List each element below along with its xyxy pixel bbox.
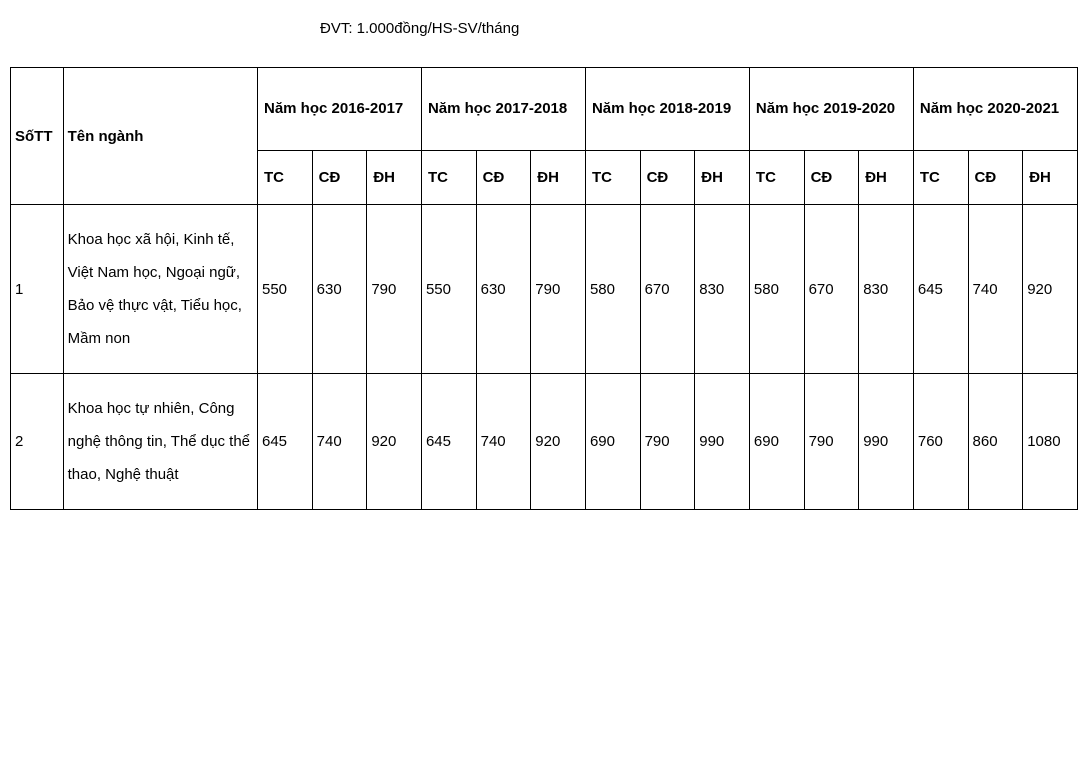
cell-value: 790 — [804, 374, 859, 510]
cell-value: 860 — [968, 374, 1023, 510]
cell-value: 830 — [859, 205, 914, 374]
unit-label: ĐVT: 1.000đồng/HS-SV/tháng — [10, 20, 1078, 37]
cell-value: 790 — [640, 374, 695, 510]
cell-value: 630 — [312, 205, 367, 374]
header-stt: SốTT — [11, 68, 64, 205]
sub-tc: TC — [913, 151, 968, 205]
table-row: 1 Khoa học xã hội, Kinh tế, Việt Nam học… — [11, 205, 1078, 374]
cell-value: 790 — [531, 205, 586, 374]
cell-value: 690 — [749, 374, 804, 510]
sub-cd: CĐ — [312, 151, 367, 205]
cell-value: 645 — [421, 374, 476, 510]
cell-name: Khoa học tự nhiên, Công nghệ thông tin, … — [63, 374, 257, 510]
sub-dh: ĐH — [859, 151, 914, 205]
sub-cd: CĐ — [476, 151, 531, 205]
cell-value: 580 — [749, 205, 804, 374]
cell-value: 760 — [913, 374, 968, 510]
table-row: 2 Khoa học tự nhiên, Công nghệ thông tin… — [11, 374, 1078, 510]
cell-value: 740 — [312, 374, 367, 510]
header-year-2: Năm học 2018-2019 — [585, 68, 749, 151]
cell-stt: 1 — [11, 205, 64, 374]
cell-value: 990 — [695, 374, 750, 510]
header-year-1: Năm học 2017-2018 — [421, 68, 585, 151]
sub-tc: TC — [421, 151, 476, 205]
cell-value: 830 — [695, 205, 750, 374]
sub-dh: ĐH — [367, 151, 422, 205]
header-year-4: Năm học 2020-2021 — [913, 68, 1077, 151]
sub-tc: TC — [585, 151, 640, 205]
cell-value: 645 — [258, 374, 313, 510]
tuition-table: SốTT Tên ngành Năm học 2016-2017 Năm học… — [10, 67, 1078, 510]
cell-value: 920 — [1023, 205, 1078, 374]
cell-value: 990 — [859, 374, 914, 510]
sub-cd: CĐ — [804, 151, 859, 205]
sub-tc: TC — [258, 151, 313, 205]
cell-value: 740 — [476, 374, 531, 510]
sub-dh: ĐH — [695, 151, 750, 205]
cell-value: 670 — [804, 205, 859, 374]
cell-value: 645 — [913, 205, 968, 374]
sub-dh: ĐH — [1023, 151, 1078, 205]
header-year-3: Năm học 2019-2020 — [749, 68, 913, 151]
cell-value: 690 — [585, 374, 640, 510]
cell-value: 580 — [585, 205, 640, 374]
cell-value: 630 — [476, 205, 531, 374]
cell-value: 670 — [640, 205, 695, 374]
cell-value: 1080 — [1023, 374, 1078, 510]
header-name: Tên ngành — [63, 68, 257, 205]
cell-value: 550 — [258, 205, 313, 374]
sub-cd: CĐ — [640, 151, 695, 205]
sub-cd: CĐ — [968, 151, 1023, 205]
sub-tc: TC — [749, 151, 804, 205]
cell-value: 740 — [968, 205, 1023, 374]
cell-value: 550 — [421, 205, 476, 374]
cell-value: 920 — [531, 374, 586, 510]
cell-stt: 2 — [11, 374, 64, 510]
cell-name: Khoa học xã hội, Kinh tế, Việt Nam học, … — [63, 205, 257, 374]
header-year-0: Năm học 2016-2017 — [258, 68, 422, 151]
cell-value: 790 — [367, 205, 422, 374]
sub-dh: ĐH — [531, 151, 586, 205]
cell-value: 920 — [367, 374, 422, 510]
header-row-1: SốTT Tên ngành Năm học 2016-2017 Năm học… — [11, 68, 1078, 151]
